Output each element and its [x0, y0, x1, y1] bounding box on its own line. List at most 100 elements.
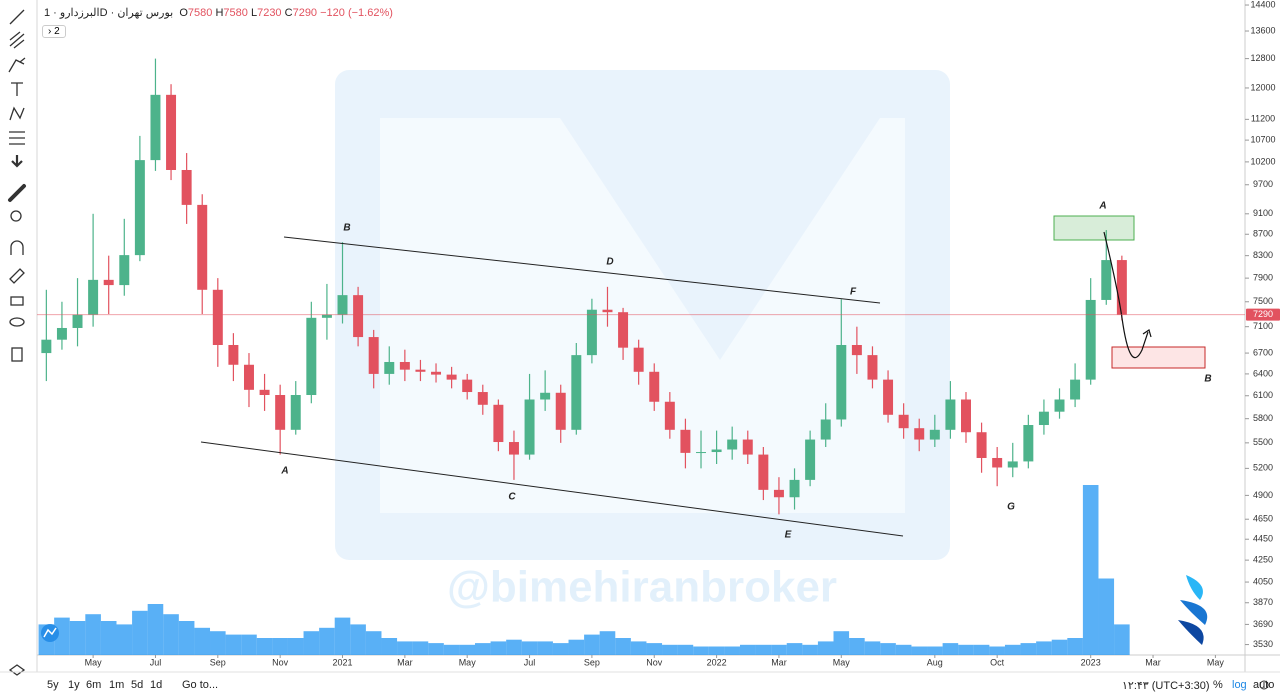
candle-body: [540, 392, 551, 400]
range-button[interactable]: 1m: [109, 679, 125, 691]
x-tick-label: May: [1207, 657, 1225, 667]
tv-logo: [41, 624, 59, 642]
tool-trash[interactable]: [11, 347, 23, 362]
auto-toggle[interactable]: auto: [1253, 679, 1275, 691]
last-price-label: 7290: [1253, 309, 1273, 319]
candle-body: [618, 312, 629, 348]
y-tick-label: 3870: [1253, 597, 1273, 607]
wave-label: C: [508, 492, 516, 503]
volume-bar: [880, 643, 896, 655]
candle-body: [431, 371, 442, 375]
x-tick-label: Sep: [584, 657, 600, 667]
y-tick-label: 9700: [1253, 179, 1273, 189]
candle-body: [493, 404, 504, 443]
volume-bar: [163, 614, 179, 655]
x-tick-label: 2021: [332, 657, 352, 667]
volume-bar: [942, 643, 959, 655]
y-tick-label: 5500: [1253, 437, 1273, 447]
range-button[interactable]: 5d: [131, 679, 144, 691]
candle-body: [1070, 379, 1081, 400]
settings-icon[interactable]: [1259, 680, 1269, 690]
interval: 1D: [44, 7, 108, 19]
goto-button[interactable]: Go to...: [182, 679, 219, 691]
y-tick-label: 6700: [1253, 347, 1273, 357]
tool-pattern[interactable]: [9, 106, 25, 121]
candle-body: [446, 374, 457, 380]
x-tick-label: Sep: [210, 657, 226, 667]
volume-bar: [365, 631, 382, 655]
candle-body: [945, 399, 956, 430]
volume-bar: [303, 631, 320, 655]
volume-bar: [69, 621, 86, 655]
candle-body: [243, 364, 254, 390]
volume-bar: [1114, 624, 1130, 655]
range-button[interactable]: 6m: [86, 679, 102, 691]
ohlc-value: 7290: [292, 7, 318, 19]
timezone[interactable]: ۱۲:۴۳ (UTC+3:30): [1122, 680, 1210, 692]
candle-body: [836, 344, 847, 420]
volume-bar: [506, 639, 522, 655]
lower-channel-line: [200, 441, 904, 537]
volume-bar: [786, 643, 803, 655]
tool-fib[interactable]: [9, 31, 25, 49]
y-tick-label: 7100: [1253, 321, 1273, 331]
volume-bar: [225, 634, 242, 655]
bottom-toolbar: 5y 1y 6m 1m 5d 1d Go to... ۱۲:۴۳ (UTC+3:…: [37, 673, 1280, 697]
candle-body: [1116, 260, 1127, 315]
percent-toggle[interactable]: %: [1213, 679, 1223, 691]
tool-text[interactable]: [11, 82, 23, 96]
candle-body: [150, 94, 161, 161]
volume-bar: [864, 641, 881, 655]
y-tick-label: 3690: [1253, 619, 1273, 629]
volume-bar: [677, 644, 694, 655]
tool-trendline[interactable]: [9, 9, 25, 25]
volume-bar: [443, 644, 460, 655]
ohlc-label: C: [284, 7, 293, 19]
volume-bar: [771, 644, 787, 655]
y-tick-label: 5200: [1253, 463, 1273, 473]
volume-bar: [724, 646, 740, 655]
candle-body: [415, 369, 426, 372]
wave-label: G: [1007, 502, 1015, 513]
wave-label: A: [280, 466, 288, 477]
range-button[interactable]: 1y: [68, 679, 80, 691]
candle-body: [462, 379, 473, 393]
y-tick-label: 4050: [1253, 576, 1273, 586]
candle-body: [56, 327, 67, 340]
candle-body: [41, 339, 52, 354]
candle-body: [1101, 260, 1112, 300]
candle-body: [508, 442, 519, 455]
ohlc-label: O: [179, 7, 188, 19]
wave-label: B: [343, 223, 350, 234]
candle-body: [103, 279, 114, 286]
candle-body: [571, 355, 582, 430]
volume-bar: [833, 631, 850, 655]
left-toolbar: [8, 0, 38, 676]
x-tick-label: Mar: [1145, 657, 1161, 667]
exchange: بورس تهران: [117, 7, 174, 19]
tool-zoom[interactable]: [10, 210, 22, 222]
volume-bar: [474, 643, 491, 655]
wave-label: A: [1098, 201, 1106, 212]
volume-bar: [755, 644, 772, 655]
tool-eye[interactable]: [9, 317, 25, 327]
tool-brush[interactable]: [8, 57, 26, 73]
log-toggle[interactable]: log: [1232, 679, 1247, 691]
tool-lock-draw[interactable]: [9, 268, 25, 284]
range-button[interactable]: 5y: [47, 679, 59, 691]
volume-bar: [1082, 485, 1099, 655]
y-tick-label: 6100: [1253, 390, 1273, 400]
y-tick-label: 4450: [1253, 534, 1273, 544]
tool-magnet[interactable]: [10, 240, 24, 255]
tool-ruler[interactable]: [8, 184, 26, 202]
tool-arrow[interactable]: [11, 155, 23, 168]
tool-prediction[interactable]: [9, 131, 25, 145]
candle-body: [680, 429, 691, 453]
volume-bar: [319, 627, 335, 655]
tool-layers[interactable]: [8, 664, 26, 676]
indicators-toggle[interactable]: › 2: [42, 25, 66, 38]
tool-lock[interactable]: [10, 296, 24, 306]
candle-body: [119, 255, 130, 286]
symbol-legend: البرزدارو · 1D · بورس تهران O7580 H7580 …: [44, 7, 393, 19]
range-button[interactable]: 1d: [150, 679, 163, 691]
